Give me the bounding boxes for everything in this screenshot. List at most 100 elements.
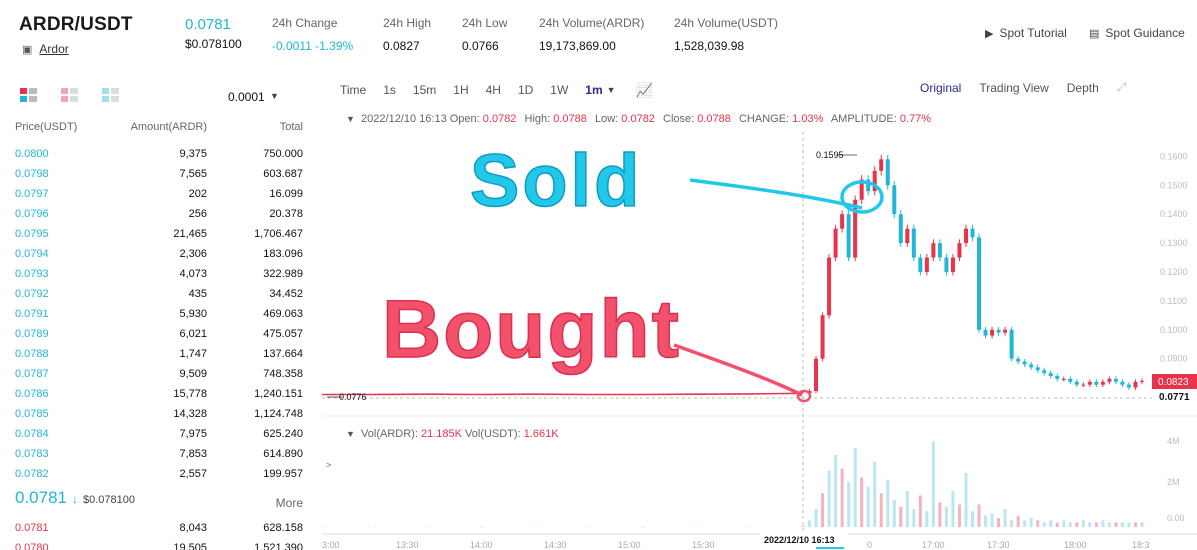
chart-view-switcher: Original Trading View Depth ⤢ [920,80,1126,95]
interval-option[interactable]: 1H [453,83,469,97]
orderbook-row[interactable]: 0.0787 9,509 748.358 [0,365,320,385]
fullscreen-icon[interactable]: ⤢ [1116,80,1127,94]
candle-body [1003,329,1008,333]
volume-bar [984,515,988,527]
orderbook-row[interactable]: 0.0786 15,778 1,240.151 [0,385,320,405]
price-axis-tick: 0.1200 [1160,267,1188,277]
price-cell: 0.0794 [15,248,49,260]
interval-option[interactable]: 1W [550,83,569,97]
volume-bar [925,511,929,527]
interval-option[interactable]: 1m [585,83,603,97]
interval-time[interactable]: Time [340,83,367,97]
volume-bar [1101,520,1105,527]
prev-price-label: 0.0776 [339,392,367,402]
amount-cell: 14,328 [173,408,207,420]
orderbook-row[interactable]: 0.0783 7,853 614.890 [0,445,320,465]
orderbook-row[interactable]: 0.0800 9,375 750.000 [0,145,320,165]
view-tab[interactable]: Depth [1066,80,1099,95]
view-tab[interactable]: Trading View [979,80,1049,95]
volume-bar [944,506,948,527]
order-book: 0.0001 ▼ Price(USDT) Amount(ARDR) Total … [0,75,320,550]
candle-body [872,170,877,192]
orderbook-row[interactable]: 0.0793 4,073 322.989 [0,265,320,285]
price-cell: 0.0789 [15,328,49,340]
view-tab[interactable]: Original [920,80,962,95]
candle-body [1094,381,1099,385]
candle-body [996,329,1001,333]
interval-option[interactable]: 4H [485,83,501,97]
orderbook-row[interactable]: 0.0785 14,328 1,124.748 [0,405,320,425]
volume-bar [873,461,877,527]
chart-canvas[interactable]: 0.1600 0.1500 0.1400 0.1300 0.1200 0.1100 0.10… [322,102,1197,550]
collapse-caret-icon[interactable]: ▼ [346,114,355,124]
total-cell: 603.687 [263,168,303,180]
orderbook-row[interactable]: 0.0795 21,465 1,706.467 [0,225,320,245]
volume-bar [1016,515,1020,527]
indicators-icon[interactable]: 📈 [635,81,653,98]
bought-arrow [673,343,803,397]
orderbook-row[interactable]: 0.0784 7,975 625.240 [0,425,320,445]
bought-circle [796,389,812,403]
candle-info: ▼ 2022/12/10 16:13 Open: 0.0782 High: 0.… [346,113,931,125]
orderbook-row[interactable]: 0.0796 256 20.378 [0,205,320,225]
interval-option[interactable]: 15m [412,83,437,97]
layout-asks-icon[interactable] [61,88,78,102]
interval-option[interactable]: 1D [517,83,534,97]
layout-both-icon[interactable] [20,88,37,102]
interval-option[interactable]: 1s [383,83,396,97]
orderbook-row[interactable]: 0.0794 2,306 183.096 [0,245,320,265]
orderbook-row[interactable]: 0.0792 435 34.452 [0,285,320,305]
candle-body [1140,380,1144,382]
spot-tutorial-link[interactable]: ▶ Spot Tutorial [985,26,1067,40]
volume-bar [1062,520,1066,527]
orderbook-row[interactable]: 0.0797 202 16.099 [0,185,320,205]
candle-body [1113,378,1118,382]
candle-body [944,257,949,272]
high-value: 0.0788 [553,113,587,125]
orderbook-row[interactable]: 0.0780 19,505 1,521.390 [0,539,320,550]
chevron-right-icon[interactable]: > [326,460,332,470]
collapse-caret-icon[interactable]: ▼ [346,429,355,439]
chevron-down-icon[interactable]: ▼ [270,91,279,101]
spot-guidance-link[interactable]: ▤ Spot Guidance [1089,26,1185,40]
volume-info: ▼ Vol(ARDR): 21.185K Vol(USDT): 1.661K [346,428,559,440]
candle-body [905,228,910,244]
bids-list: 0.0781 8,043 628.158 0.0780 19,505 1,521.390 [0,519,320,550]
stat-value: 0.0766 [462,39,499,53]
price-cell: 0.0788 [15,348,49,360]
price-cell: 0.0787 [15,368,49,380]
volume-bar [1120,522,1124,527]
amplitude-value: 0.77% [899,113,932,125]
orderbook-row[interactable]: 0.0791 5,930 469.063 [0,305,320,325]
orderbook-row[interactable]: 0.0788 1,747 137.664 [0,345,320,365]
candle-body [977,237,982,330]
sold-arrow [689,178,863,210]
total-cell: 1,240.151 [254,388,303,400]
orderbook-row[interactable]: 0.0782 2,557 199.957 [0,465,320,485]
volume-bar [977,504,981,527]
orderbook-row[interactable]: 0.0781 8,043 628.158 [0,519,320,539]
candle-body [1133,381,1138,388]
amount-cell: 435 [188,288,207,300]
change-value: 1.03% [792,113,824,125]
volume-bar [1003,509,1007,527]
volume-bar [427,526,431,528]
document-icon: ▣ [22,43,33,56]
volume-bar [587,526,591,528]
layout-bids-icon[interactable] [102,88,119,102]
precision-select[interactable]: 0.0001 [228,90,265,104]
volume-bar [1049,520,1053,527]
more-link[interactable]: More [275,496,303,510]
orderbook-row[interactable]: 0.0798 7,565 603.687 [0,165,320,185]
candle-body [1074,381,1079,385]
candle-body [957,243,962,258]
amount-cell: 19,505 [173,542,207,550]
time-axis-tick: 15:00 [618,540,641,550]
orderbook-row[interactable]: 0.0789 6,021 475.057 [0,325,320,345]
volume-bar [1010,520,1014,527]
chevron-down-icon[interactable]: ▼ [606,85,616,95]
volume-bar [1127,522,1131,527]
kline-chart[interactable]: 0.1600 0.1500 0.1400 0.1300 0.1200 0.1100 0.10… [322,102,1197,550]
candle-body [1048,373,1053,376]
coin-info-link[interactable]: ▣ Ardor [22,42,69,56]
